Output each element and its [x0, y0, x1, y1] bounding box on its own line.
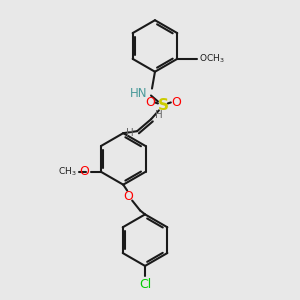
Text: O: O [145, 96, 155, 109]
Text: H: H [155, 110, 163, 120]
Text: O: O [79, 165, 89, 178]
Text: HN: HN [130, 87, 147, 100]
Text: S: S [158, 98, 168, 113]
Text: CH$_3$: CH$_3$ [58, 166, 76, 178]
Text: O: O [171, 96, 181, 109]
Text: Cl: Cl [139, 278, 151, 291]
Text: O: O [123, 190, 133, 203]
Text: H: H [126, 128, 134, 138]
Text: OCH$_3$: OCH$_3$ [199, 52, 225, 65]
